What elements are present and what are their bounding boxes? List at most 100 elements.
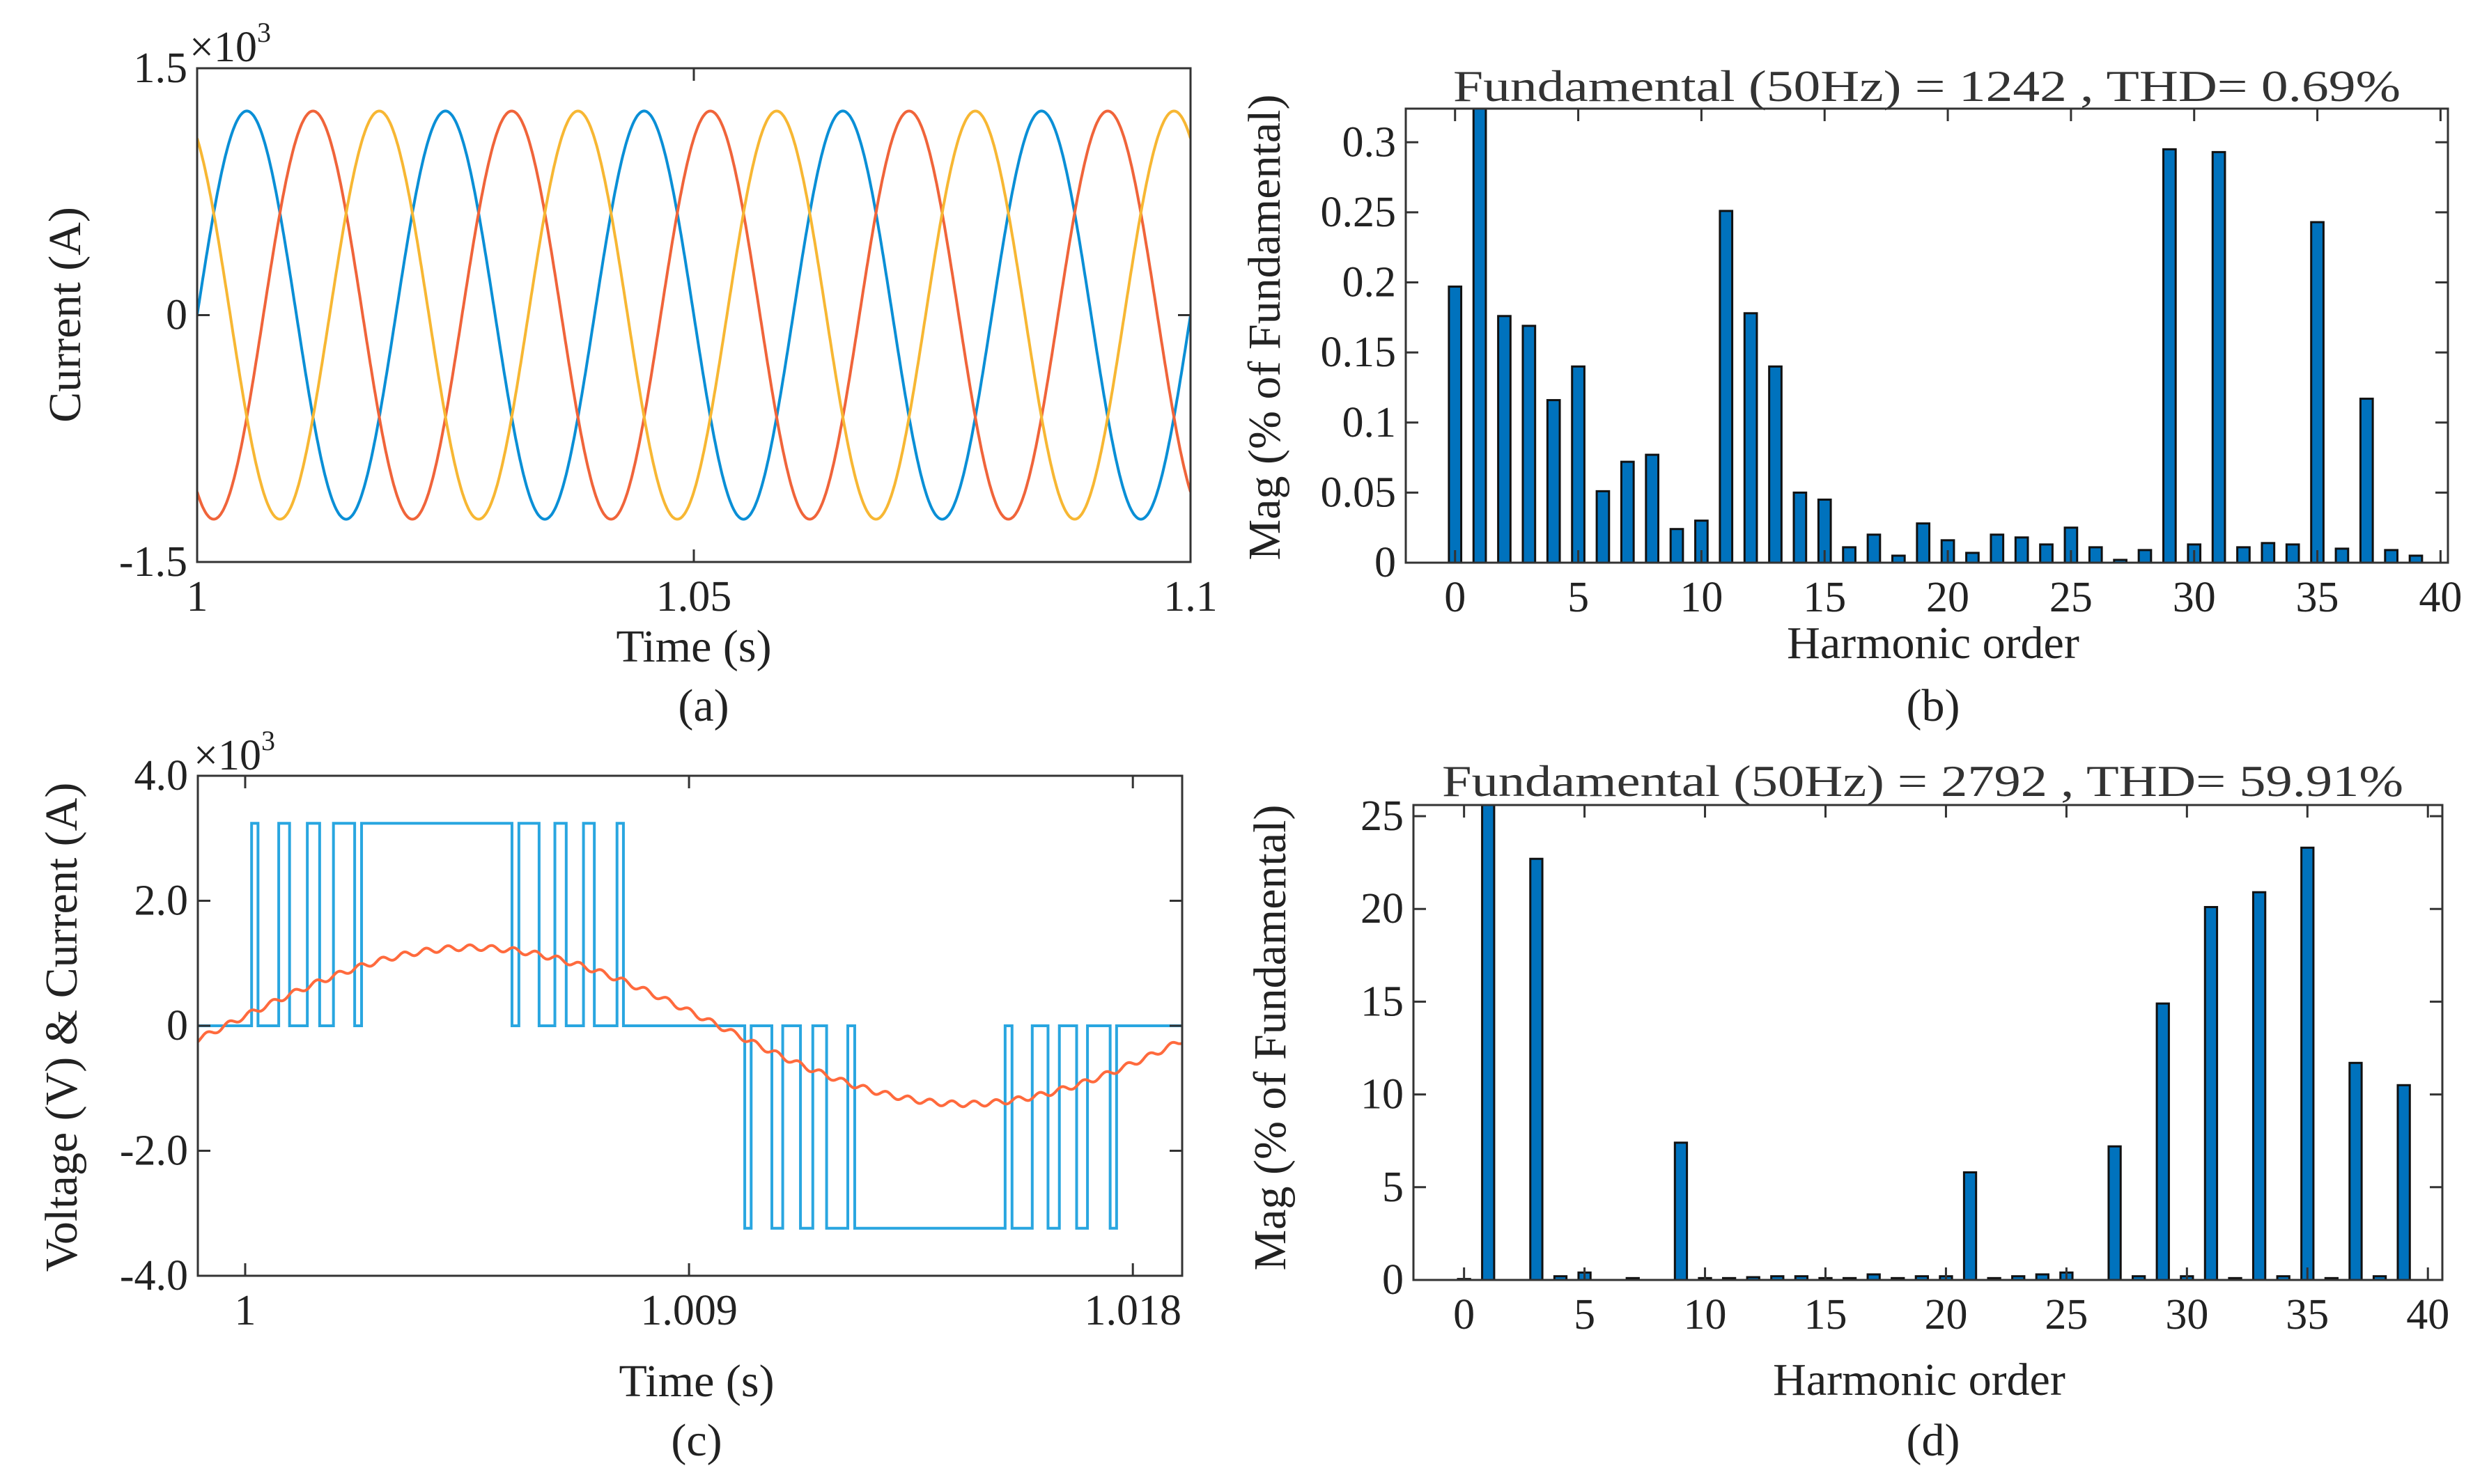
panel-d: 0 5 10 15 20 25 30 35 40 0 5 10 15 20 25 Fundamental (…	[1245, 756, 2449, 1466]
bar-harmonic-18	[1891, 554, 1906, 563]
y-tick-label: 1.5	[134, 45, 188, 92]
phase-current-line-2	[197, 109, 1191, 521]
x-tick-label: 1.009	[640, 1287, 738, 1334]
bar-harmonic-8	[1645, 453, 1660, 563]
x-tick-label: 25	[2045, 1291, 2088, 1338]
x-tick-label: 20	[1926, 574, 1969, 621]
x-axis-label-b: Harmonic order	[1787, 618, 2079, 669]
y-tick-label: 0.2	[1342, 259, 1397, 306]
bar-harmonic-7	[1620, 460, 1635, 563]
bar-harmonic-11	[1719, 210, 1734, 563]
bar-harmonic-21	[1962, 1171, 1978, 1280]
bar-harmonic-33	[2261, 542, 2276, 563]
y-tick-label: 0	[1374, 539, 1396, 586]
bar-harmonic-1	[1481, 805, 1496, 1280]
x-tick-label: 40	[2406, 1291, 2449, 1338]
bar-harmonic-19	[1916, 522, 1931, 563]
bar-harmonic-13	[1770, 1275, 1785, 1280]
y-tick-label: 2.0	[134, 877, 189, 925]
bar-harmonic-31	[2211, 150, 2226, 563]
bar-harmonic-24	[2039, 543, 2054, 563]
x-tick-label: 40	[2419, 574, 2462, 621]
x-axis-label-d: Harmonic order	[1773, 1354, 2065, 1405]
y-tick-label: 0.15	[1321, 329, 1397, 376]
bar-harmonic-14	[1792, 491, 1808, 563]
bar-harmonic-15	[1817, 498, 1832, 563]
y-axis-label-a: Current (A)	[40, 207, 91, 423]
bar-harmonic-37	[2348, 1061, 2363, 1280]
bar-harmonic-5	[1571, 365, 1586, 563]
y-tick-label: -2.0	[120, 1127, 188, 1175]
bar-harmonic-16	[1842, 546, 1856, 563]
bar-harmonic-38	[2372, 1275, 2387, 1280]
bar-harmonic-17	[1866, 1273, 1881, 1280]
bar-harmonic-33	[2251, 891, 2267, 1280]
chart-title-b: Fundamental (50Hz) = 1242 , THD= 0.69%	[1453, 61, 2401, 111]
bar-harmonic-35	[2300, 846, 2315, 1280]
y-tick-label: 20	[1360, 885, 1404, 932]
x-tick-label: 5	[1574, 1291, 1595, 1338]
y-axis-label-c: Voltage (V) & Current (A)	[36, 783, 87, 1272]
y-tick-label: 0	[166, 1002, 188, 1049]
bar-harmonic-24	[2035, 1273, 2049, 1280]
data-marks	[197, 109, 1191, 521]
panel-b: 0 5 10 15 20 25 30 35 40 0 0.05 0.1 0.15 0.2 0.25 0.3 F…	[1239, 61, 2462, 731]
bar-harmonic-37	[2359, 398, 2374, 563]
bar-harmonic-28	[2132, 1275, 2146, 1280]
y-tick-label: 10	[1360, 1071, 1404, 1118]
bar-harmonic-6	[1595, 490, 1611, 563]
y-tick-label: 0.25	[1321, 189, 1397, 236]
bar-harmonic-10	[1694, 520, 1709, 563]
bar-harmonic-35	[2310, 221, 2325, 563]
x-axis-label-a: Time (s)	[616, 621, 771, 672]
x-tick-label: 30	[2165, 1291, 2208, 1338]
bar-harmonic-27	[2107, 1145, 2122, 1280]
bar-harmonic-19	[1914, 1275, 1929, 1280]
bar-harmonic-14	[1794, 1275, 1809, 1280]
bar-harmonic-29	[2155, 1002, 2170, 1280]
x-tick-label: 0	[1453, 1291, 1475, 1338]
panel-c: 1 1.009 1.018 -4.0 -2.0 0 2.0 4.0 Voltage (V) &…	[36, 725, 1184, 1466]
voltage-pwm-line	[198, 822, 1182, 1230]
x-tick-label: 1	[187, 573, 208, 620]
bar-harmonic-38	[2384, 549, 2398, 563]
x-tick-label: 35	[2296, 574, 2339, 621]
bar-harmonic-12	[1743, 312, 1758, 563]
data-marks	[198, 822, 1182, 1230]
panel-label-c: (c)	[671, 1415, 722, 1466]
chart-title-d: Fundamental (50Hz) = 2792 , THD= 59.91%	[1442, 756, 2403, 806]
x-tick-label: 30	[2173, 574, 2216, 621]
bar-harmonic-4	[1546, 399, 1561, 563]
panel-label-d: (d)	[1907, 1415, 1960, 1466]
x-tick-label: 0	[1444, 574, 1466, 621]
y-tick-label: 15	[1360, 978, 1404, 1025]
y-tick-label: 5	[1382, 1164, 1404, 1211]
bar-harmonic-23	[2011, 1275, 2026, 1280]
x-tick-label: 5	[1567, 574, 1589, 621]
panel-label-a: (a)	[678, 680, 729, 731]
x-tick-label: 15	[1803, 574, 1846, 621]
plot-area-a: 1 1.05 1.1 -1.5 0 1.5	[119, 45, 1218, 620]
x-axis-label-c: Time (s)	[619, 1356, 774, 1407]
bar-harmonic-17	[1866, 533, 1882, 563]
bar-harmonic-9	[1669, 528, 1684, 563]
bar-harmonic-12	[1746, 1276, 1760, 1280]
y-tick-label: 4.0	[134, 752, 189, 799]
x-tick-label: 20	[1924, 1291, 1967, 1338]
bar-harmonic-22	[1990, 533, 2005, 563]
bar-harmonic-3	[1521, 325, 1537, 563]
y-tick-label: 0.3	[1342, 118, 1397, 166]
bar-harmonic-1	[1472, 109, 1487, 563]
bar-harmonic-29	[2162, 148, 2177, 563]
y-tick-label: 0	[166, 292, 187, 339]
y-tick-label: -4.0	[120, 1252, 188, 1299]
axes-box	[1404, 107, 2449, 564]
y-tick-label: 0	[1382, 1256, 1404, 1304]
x-tick-label: 1.1	[1163, 573, 1218, 620]
plot-area-d: 0 5 10 15 20 25 30 35 40 0 5 10 15 20 25	[1360, 792, 2449, 1338]
y-tick-label: -1.5	[119, 538, 187, 586]
bar-harmonic-31	[2203, 906, 2219, 1280]
bar-harmonic-34	[2285, 543, 2300, 563]
y-multiplier-c: ×103	[194, 725, 275, 779]
